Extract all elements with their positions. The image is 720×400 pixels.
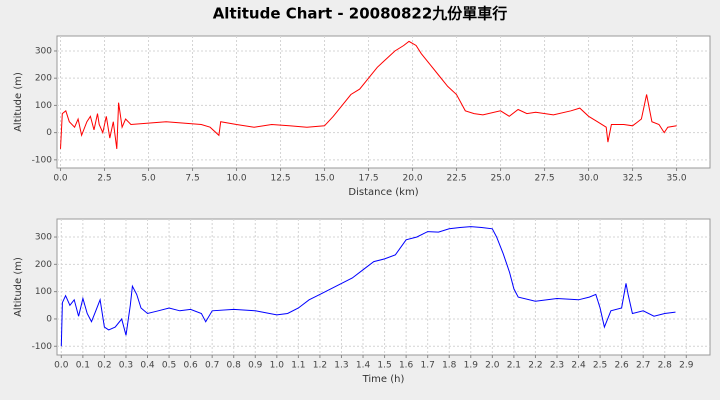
- y-tick-label: 100: [35, 287, 52, 297]
- x-tick-label: 30.0: [579, 174, 599, 184]
- x-tick-label: 1.0: [270, 361, 285, 371]
- x-tick-label: 2.9: [679, 361, 694, 371]
- x-tick-label: 1.2: [313, 361, 327, 371]
- x-tick-label: 2.4: [571, 361, 586, 371]
- y-axis-label: Altitude (m): [13, 257, 24, 317]
- x-tick-label: 2.5: [593, 361, 607, 371]
- y-tick-label: -100: [32, 155, 53, 165]
- x-tick-label: 1.6: [399, 361, 414, 371]
- x-tick-label: 0.1: [76, 361, 90, 371]
- x-axis-label: Distance (km): [348, 187, 418, 198]
- x-tick-label: 2.7: [636, 361, 650, 371]
- x-tick-label: 17.5: [359, 174, 379, 184]
- x-tick-label: 27.5: [535, 174, 555, 184]
- x-tick-label: 0.2: [97, 361, 111, 371]
- x-tick-label: 22.5: [447, 174, 467, 184]
- x-tick-label: 1.4: [356, 361, 371, 371]
- x-tick-label: 1.7: [421, 361, 435, 371]
- x-tick-label: 2.1: [507, 361, 521, 371]
- x-tick-label: 25.0: [491, 174, 511, 184]
- x-tick-label: 0.7: [205, 361, 219, 371]
- chart-title: Altitude Chart - 20080822九份單車行: [213, 5, 508, 23]
- x-tick-label: 2.6: [614, 361, 629, 371]
- y-tick-label: 200: [35, 260, 52, 270]
- x-tick-label: 2.2: [528, 361, 542, 371]
- x-tick-label: 0.4: [140, 361, 155, 371]
- x-tick-label: 0.6: [183, 361, 198, 371]
- x-tick-label: 0.8: [227, 361, 242, 371]
- x-tick-label: 5.0: [141, 174, 156, 184]
- x-tick-label: 0.0: [53, 174, 68, 184]
- y-tick-label: 300: [35, 46, 52, 56]
- y-tick-label: -100: [32, 342, 53, 352]
- altitude-line: [60, 226, 676, 347]
- x-tick-label: 2.0: [485, 361, 500, 371]
- x-tick-label: 1.8: [442, 361, 457, 371]
- x-tick-label: 10.0: [227, 174, 247, 184]
- x-axis-label: Time (h): [362, 374, 405, 385]
- x-tick-label: 1.3: [334, 361, 348, 371]
- y-tick-label: 0: [46, 314, 52, 324]
- x-tick-label: 0.5: [162, 361, 176, 371]
- y-tick-label: 300: [35, 233, 52, 243]
- x-tick-label: 12.5: [271, 174, 291, 184]
- altitude-line: [60, 40, 677, 149]
- y-tick-label: 200: [35, 74, 52, 84]
- x-tick-label: 1.5: [377, 361, 391, 371]
- x-tick-label: 0.3: [119, 361, 133, 371]
- x-tick-label: 1.9: [464, 361, 479, 371]
- x-tick-label: 1.1: [291, 361, 305, 371]
- y-tick-label: 0: [46, 128, 52, 138]
- x-tick-label: 0.0: [54, 361, 69, 371]
- plot-area: [56, 35, 711, 169]
- x-tick-label: 2.8: [658, 361, 673, 371]
- x-tick-label: 2.5: [97, 174, 111, 184]
- x-tick-label: 7.5: [185, 174, 199, 184]
- x-tick-label: 32.5: [623, 174, 643, 184]
- x-tick-label: 20.0: [403, 174, 423, 184]
- y-axis-label: Altitude (m): [13, 72, 24, 132]
- y-tick-label: 100: [35, 101, 52, 111]
- x-tick-label: 15.0: [315, 174, 335, 184]
- plot-area: [56, 218, 711, 356]
- x-tick-label: 2.3: [550, 361, 564, 371]
- x-tick-label: 35.0: [667, 174, 687, 184]
- x-tick-label: 0.9: [248, 361, 263, 371]
